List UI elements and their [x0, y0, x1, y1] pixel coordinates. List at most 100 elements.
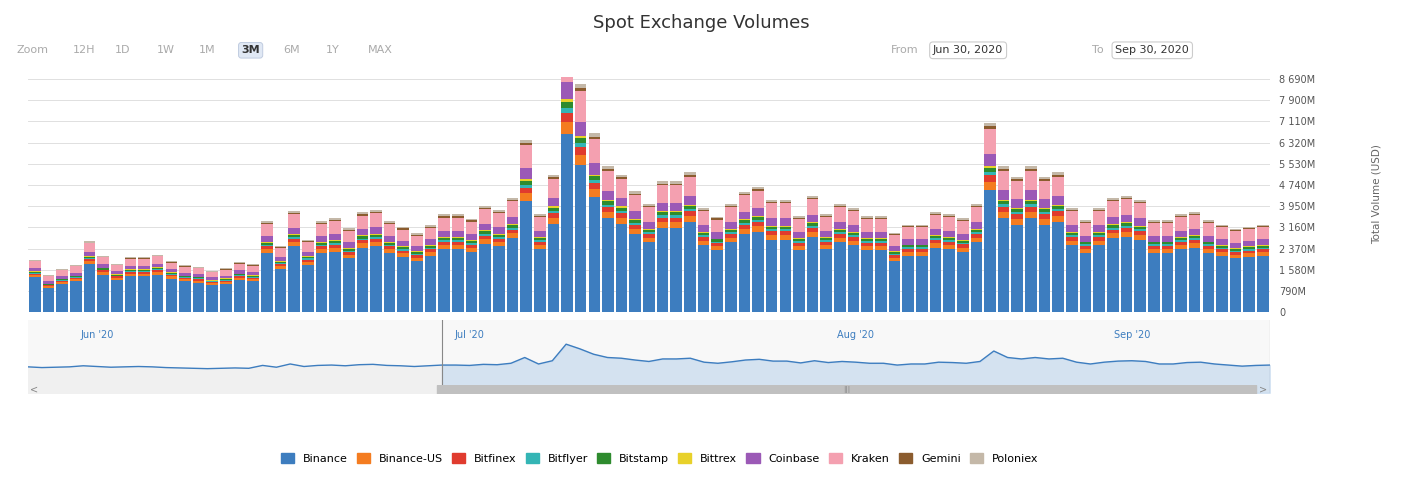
- Bar: [602, 207, 613, 212]
- Bar: [902, 256, 913, 312]
- Bar: [452, 240, 463, 241]
- Bar: [152, 274, 164, 312]
- Bar: [166, 262, 177, 269]
- Bar: [575, 88, 586, 91]
- Bar: [384, 246, 396, 249]
- Bar: [657, 183, 668, 185]
- Bar: [139, 271, 150, 272]
- Bar: [888, 233, 901, 234]
- Bar: [1038, 181, 1051, 199]
- Bar: [766, 202, 777, 203]
- Bar: [438, 249, 450, 312]
- Bar: [206, 272, 217, 277]
- Bar: [535, 240, 546, 241]
- Bar: [70, 279, 81, 281]
- Bar: [643, 222, 655, 228]
- Bar: [1038, 177, 1051, 179]
- Bar: [1093, 210, 1106, 211]
- Bar: [97, 256, 109, 257]
- Bar: [342, 242, 355, 248]
- Bar: [275, 264, 286, 266]
- Bar: [370, 239, 382, 242]
- Bar: [220, 270, 231, 275]
- Bar: [1148, 249, 1159, 253]
- Bar: [630, 194, 641, 195]
- Text: To: To: [1092, 46, 1103, 55]
- Bar: [1257, 248, 1268, 249]
- Bar: [370, 210, 382, 212]
- Bar: [84, 259, 95, 261]
- Bar: [1012, 215, 1023, 219]
- Bar: [971, 206, 982, 207]
- Bar: [247, 266, 260, 272]
- Bar: [971, 204, 982, 206]
- Bar: [42, 284, 55, 285]
- Bar: [697, 245, 710, 312]
- Bar: [588, 176, 600, 180]
- Bar: [807, 222, 818, 223]
- Bar: [888, 234, 901, 235]
- Bar: [1093, 235, 1106, 237]
- Bar: [411, 251, 422, 252]
- Bar: [506, 224, 518, 225]
- Bar: [657, 181, 668, 183]
- Bar: [711, 240, 723, 241]
- Bar: [125, 271, 136, 272]
- Bar: [1243, 249, 1256, 251]
- Bar: [657, 216, 668, 217]
- Bar: [657, 217, 668, 222]
- Bar: [875, 246, 887, 251]
- Bar: [1148, 222, 1159, 223]
- Bar: [602, 201, 613, 205]
- Bar: [1121, 237, 1132, 312]
- Bar: [984, 175, 996, 182]
- Bar: [397, 247, 410, 249]
- Bar: [289, 246, 300, 312]
- Bar: [738, 234, 751, 312]
- Bar: [575, 136, 586, 138]
- Bar: [289, 237, 300, 239]
- Bar: [1216, 225, 1228, 226]
- Bar: [616, 211, 627, 213]
- Bar: [1202, 249, 1214, 253]
- Bar: [902, 225, 913, 226]
- Bar: [139, 276, 150, 312]
- Bar: [547, 177, 560, 179]
- Bar: [1134, 200, 1146, 202]
- Bar: [70, 278, 81, 279]
- Bar: [411, 261, 422, 312]
- Bar: [1243, 251, 1256, 253]
- Bar: [492, 237, 505, 239]
- Bar: [1243, 228, 1256, 229]
- Bar: [875, 218, 887, 219]
- Bar: [547, 207, 560, 211]
- Bar: [397, 257, 410, 312]
- Bar: [1243, 246, 1256, 247]
- Bar: [125, 257, 136, 258]
- Bar: [821, 230, 832, 237]
- Bar: [234, 262, 246, 263]
- Bar: [480, 208, 491, 209]
- Bar: [1148, 236, 1159, 241]
- Text: |||: |||: [843, 386, 850, 393]
- Bar: [384, 236, 396, 242]
- Bar: [738, 194, 751, 195]
- Bar: [697, 235, 710, 237]
- Bar: [220, 282, 231, 284]
- Bar: [330, 218, 341, 220]
- Bar: [888, 261, 901, 312]
- Bar: [943, 217, 955, 230]
- Bar: [1202, 220, 1214, 222]
- Text: 1W: 1W: [157, 46, 175, 55]
- Bar: [971, 238, 982, 242]
- Bar: [1230, 252, 1242, 255]
- Bar: [234, 278, 246, 280]
- Bar: [1012, 225, 1023, 312]
- Bar: [275, 261, 286, 262]
- Bar: [342, 231, 355, 242]
- Bar: [984, 126, 996, 129]
- Bar: [247, 279, 260, 281]
- Bar: [998, 205, 1009, 207]
- Bar: [902, 228, 913, 239]
- Bar: [971, 230, 982, 232]
